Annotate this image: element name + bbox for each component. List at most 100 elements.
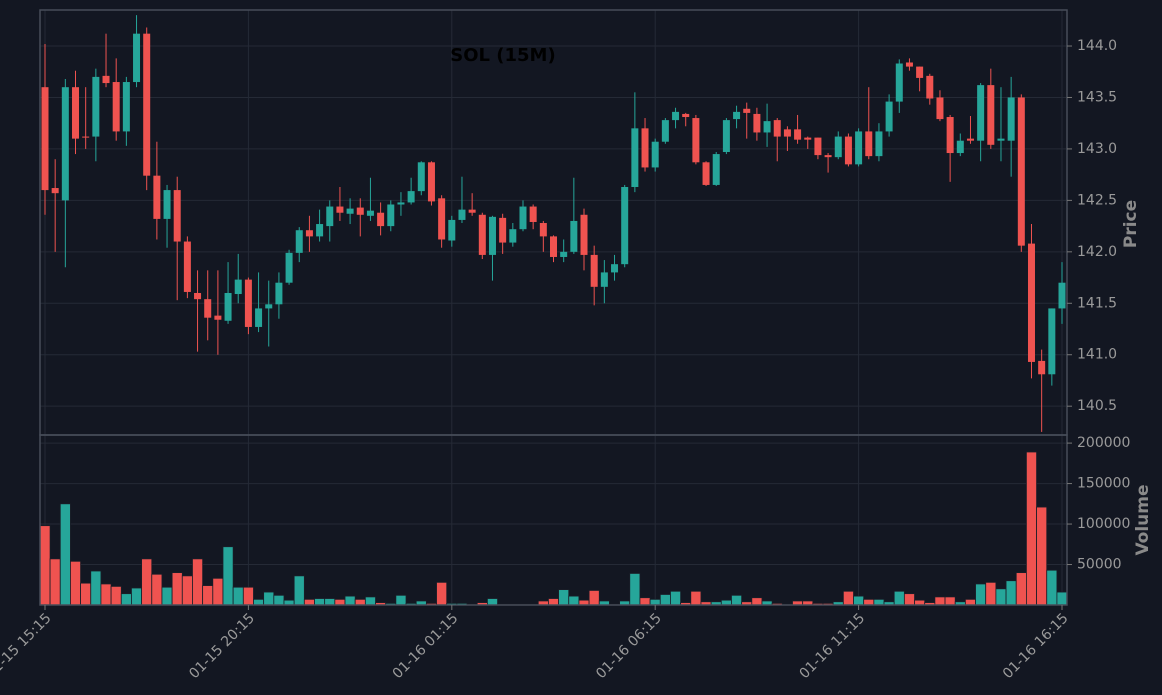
- y-tick-label: 142.0: [1077, 244, 1117, 260]
- volume-bar: [59, 503, 71, 606]
- volume-bar: [1036, 506, 1048, 606]
- volume-bar: [39, 525, 51, 606]
- candle-body: [366, 210, 374, 216]
- volume-bar: [70, 560, 81, 606]
- volume-bar: [964, 598, 976, 606]
- candle-body: [794, 129, 802, 140]
- candle-body: [824, 155, 832, 158]
- candle-body: [600, 272, 608, 287]
- volume-bar: [151, 573, 163, 606]
- candle-body: [651, 141, 659, 168]
- volume-bar: [629, 573, 641, 606]
- volume-bar: [903, 593, 915, 606]
- candle-body: [234, 279, 242, 295]
- candle-body: [255, 308, 263, 327]
- candle-body: [438, 198, 446, 240]
- candle-body: [356, 207, 364, 215]
- y-tick-label: 143.5: [1077, 89, 1117, 105]
- candle-body: [377, 212, 385, 227]
- candle-body: [346, 208, 354, 214]
- candle-body: [122, 82, 130, 132]
- candle-body: [946, 117, 954, 154]
- candle-body: [692, 118, 700, 163]
- candle-body: [488, 216, 496, 255]
- candle-body: [305, 230, 313, 237]
- candle-body: [895, 63, 903, 102]
- volume-frame: [39, 434, 1068, 606]
- candle-body: [926, 75, 934, 99]
- volume-bar: [853, 595, 865, 606]
- candle-body: [804, 137, 812, 140]
- candle-body: [244, 279, 252, 327]
- volume-bar: [354, 598, 366, 606]
- candle-body: [397, 202, 405, 205]
- volume-bar: [222, 546, 234, 606]
- volume-bar: [90, 570, 102, 606]
- candle-body: [1017, 97, 1025, 246]
- candle-body: [1058, 282, 1066, 309]
- candle-body: [844, 136, 852, 165]
- candle-body: [478, 214, 486, 255]
- candle-body: [285, 252, 293, 283]
- candle-body: [458, 209, 466, 220]
- y-tick-label: 141.0: [1077, 347, 1117, 363]
- candle-body: [783, 129, 791, 137]
- volume-bar: [1015, 572, 1027, 606]
- candle-body: [672, 111, 680, 121]
- candle-body: [611, 264, 619, 273]
- y-tick-label: 50000: [1077, 557, 1122, 573]
- candle-body: [448, 219, 456, 241]
- volume-bar: [568, 595, 580, 606]
- candle-body: [1038, 360, 1046, 375]
- candle-body: [72, 87, 80, 139]
- volume-bar: [80, 582, 92, 606]
- y-tick-label: 200000: [1077, 435, 1130, 451]
- candle-body: [855, 131, 863, 165]
- candle-body: [570, 220, 578, 252]
- volume-bar: [690, 590, 702, 606]
- volume-bar: [486, 598, 498, 606]
- candle-body: [468, 209, 476, 213]
- candle-body: [682, 113, 690, 118]
- candle-body: [1007, 97, 1015, 141]
- volume-bar: [242, 586, 254, 606]
- volume-bar: [944, 596, 956, 606]
- candle-body: [580, 214, 588, 255]
- volume-bar: [893, 590, 905, 606]
- candle-body: [661, 120, 669, 142]
- candle-body: [133, 33, 141, 83]
- candle-body: [834, 136, 842, 158]
- candle-body: [224, 292, 232, 321]
- candle-body: [265, 304, 273, 309]
- volume-bar: [1026, 451, 1037, 606]
- candle-body: [966, 138, 974, 141]
- candle-body: [336, 206, 344, 213]
- y-tick-label: 140.5: [1077, 398, 1117, 414]
- candle-body: [722, 120, 730, 153]
- candle-body: [936, 97, 944, 120]
- volume-bar: [873, 598, 885, 606]
- candle-body: [153, 175, 161, 219]
- candle-body: [1027, 243, 1035, 362]
- y-tick-label: 141.5: [1077, 295, 1117, 311]
- volume-bar: [548, 598, 559, 606]
- candle-body: [865, 131, 873, 157]
- price-axis-label: Price: [1121, 200, 1141, 248]
- candle-body: [214, 315, 222, 320]
- candle-body: [956, 140, 964, 154]
- volume-bar: [975, 583, 987, 606]
- candle-body: [560, 251, 568, 257]
- volume-bar: [659, 594, 671, 606]
- y-tick-label: 143.0: [1077, 141, 1117, 157]
- volume-bar: [141, 558, 153, 606]
- candle-body: [387, 204, 395, 227]
- volume-bar: [344, 595, 356, 606]
- volume-bar: [731, 594, 743, 606]
- volume-bar: [588, 590, 600, 606]
- volume-bar: [670, 590, 682, 606]
- candle-body: [539, 223, 547, 237]
- volume-bar: [293, 575, 305, 606]
- volume-bar: [110, 585, 122, 606]
